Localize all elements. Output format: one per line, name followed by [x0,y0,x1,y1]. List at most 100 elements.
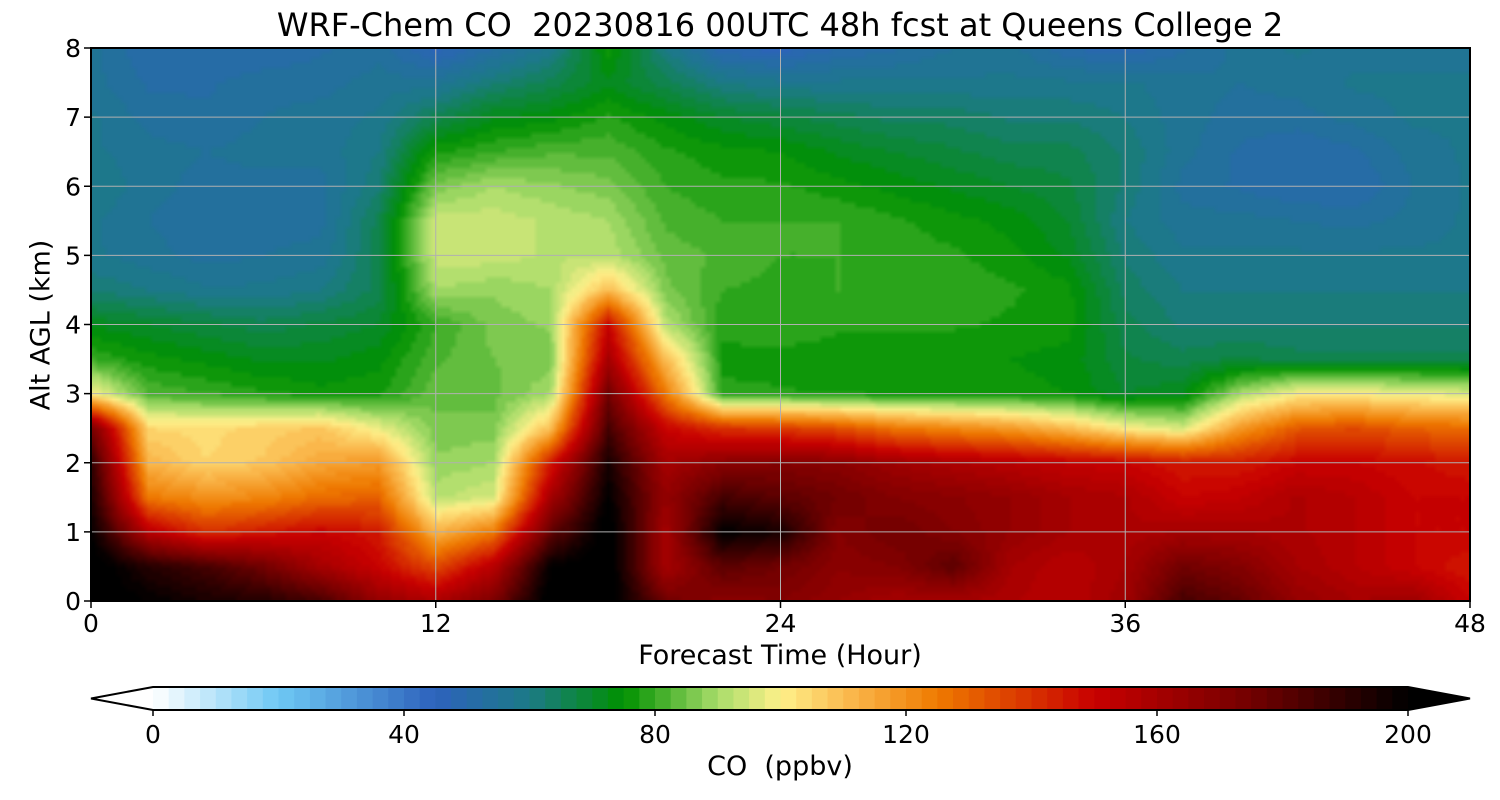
colorbar-segment [560,687,578,710]
colorbar-segment [231,687,248,710]
colorbar-segment [592,687,609,710]
x-tick-label: 48 [1454,609,1486,638]
colorbar-segment [168,687,185,710]
colorbar-segment [498,687,515,710]
colorbar-label: CO (ppbv) [707,751,853,782]
colorbar-segment [1266,687,1284,710]
colorbar-segment [372,687,389,710]
colorbar-segment [702,687,719,710]
colorbar-segment [325,687,342,710]
colorbar-segment [356,687,374,710]
colorbar-segment [1125,687,1142,710]
y-tick-label: 4 [65,311,81,340]
y-tick-label: 1 [65,518,81,547]
colorbar-segment [1047,687,1064,710]
colorbar-segment [717,687,735,710]
colorbar-segment [529,687,546,710]
colorbar-segment [890,687,907,710]
x-axis-ticks: 0 12 24 36 48 [83,601,1486,638]
colorbar-segment [1172,687,1189,710]
colorbar-segment [513,687,531,710]
x-tick-label: 24 [765,609,797,638]
colorbar-segment [984,687,1001,710]
colorbar-segment [262,687,280,710]
y-tick-label: 7 [65,103,81,132]
colorbar-segment [1392,687,1409,710]
colorbar-segment [937,687,954,710]
colorbar-segment [309,687,327,710]
colorbar-segment [215,687,233,710]
colorbar-segment [921,687,938,710]
colorbar-segment [247,687,264,710]
colorbar-segment [451,687,468,710]
colorbar-segment [1031,687,1048,710]
colorbar-segment [733,687,750,710]
colorbar-segment [545,687,562,710]
colorbar-tick-label: 120 [882,720,930,749]
colorbar-segment [435,687,452,710]
colorbar-segment [153,687,170,710]
colorbar-segment [639,687,656,710]
colorbar-tick-label: 200 [1384,720,1432,749]
colorbar-segment [1360,687,1378,710]
x-axis-label: Forecast Time (Hour) [638,640,922,671]
y-tick-label: 3 [65,380,81,409]
colorbar-segment [278,687,295,710]
colorbar-segment [404,687,421,710]
colorbar-segment [1219,687,1237,710]
colorbar-segment [607,687,625,710]
colorbar-segment [482,687,499,710]
colorbar-segment [200,687,217,710]
colorbar-segment [1109,687,1127,710]
colorbar-segment [1313,687,1331,710]
colorbar-segment [968,687,986,710]
colorbar-segment [858,687,876,710]
colorbar-segment [764,687,782,710]
colorbar-segment [1094,687,1111,710]
colorbar-segment [1078,687,1095,710]
colorbar-segment [827,687,844,710]
colorbar-segment [1204,687,1221,710]
colorbar-segment [1329,687,1346,710]
colorbar-segment [843,687,860,710]
colorbar-segment [1141,687,1158,710]
colorbar-segment [1235,687,1252,710]
colorbar-segment [686,687,703,710]
colorbar-segment [906,687,923,710]
colorbar-tick-label: 0 [145,720,161,749]
x-tick-label: 36 [1109,609,1141,638]
colorbar-segment [655,687,672,710]
colorbar-tick-label: 160 [1133,720,1181,749]
chart-title: WRF-Chem CO 20230816 00UTC 48h fcst at Q… [276,6,1284,44]
colorbar-segment [1298,687,1315,710]
y-tick-label: 5 [65,241,81,270]
colorbar-segment [576,687,593,710]
colorbar-segment [1062,687,1080,710]
colorbar-segment [1015,687,1033,710]
colorbar-segment [1345,687,1362,710]
colorbar-segment [874,687,891,710]
colorbar-segment [1188,687,1205,710]
colorbar-extend-max [1408,687,1470,710]
colorbar-segment [388,687,405,710]
y-tick-label: 2 [65,449,81,478]
colorbar-segment [623,687,640,710]
y-tick-label: 8 [65,34,81,63]
colorbar-segment [184,687,201,710]
colorbar-extend-min [91,687,153,710]
colorbar-segment [811,687,829,710]
colorbar-segment [670,687,687,710]
colorbar-segment [1282,687,1299,710]
colorbar-segment [294,687,311,710]
colorbar-tick-label: 80 [639,720,671,749]
y-tick-label: 0 [65,587,81,616]
colorbar-segment [466,687,484,710]
colorbar-segment [1157,687,1174,710]
x-tick-label: 0 [83,609,99,638]
colorbar-segment [1000,687,1017,710]
colorbar-tick-label: 40 [388,720,420,749]
colorbar-segment [953,687,970,710]
colorbar-segment [419,687,436,710]
colorbar-segment [796,687,813,710]
